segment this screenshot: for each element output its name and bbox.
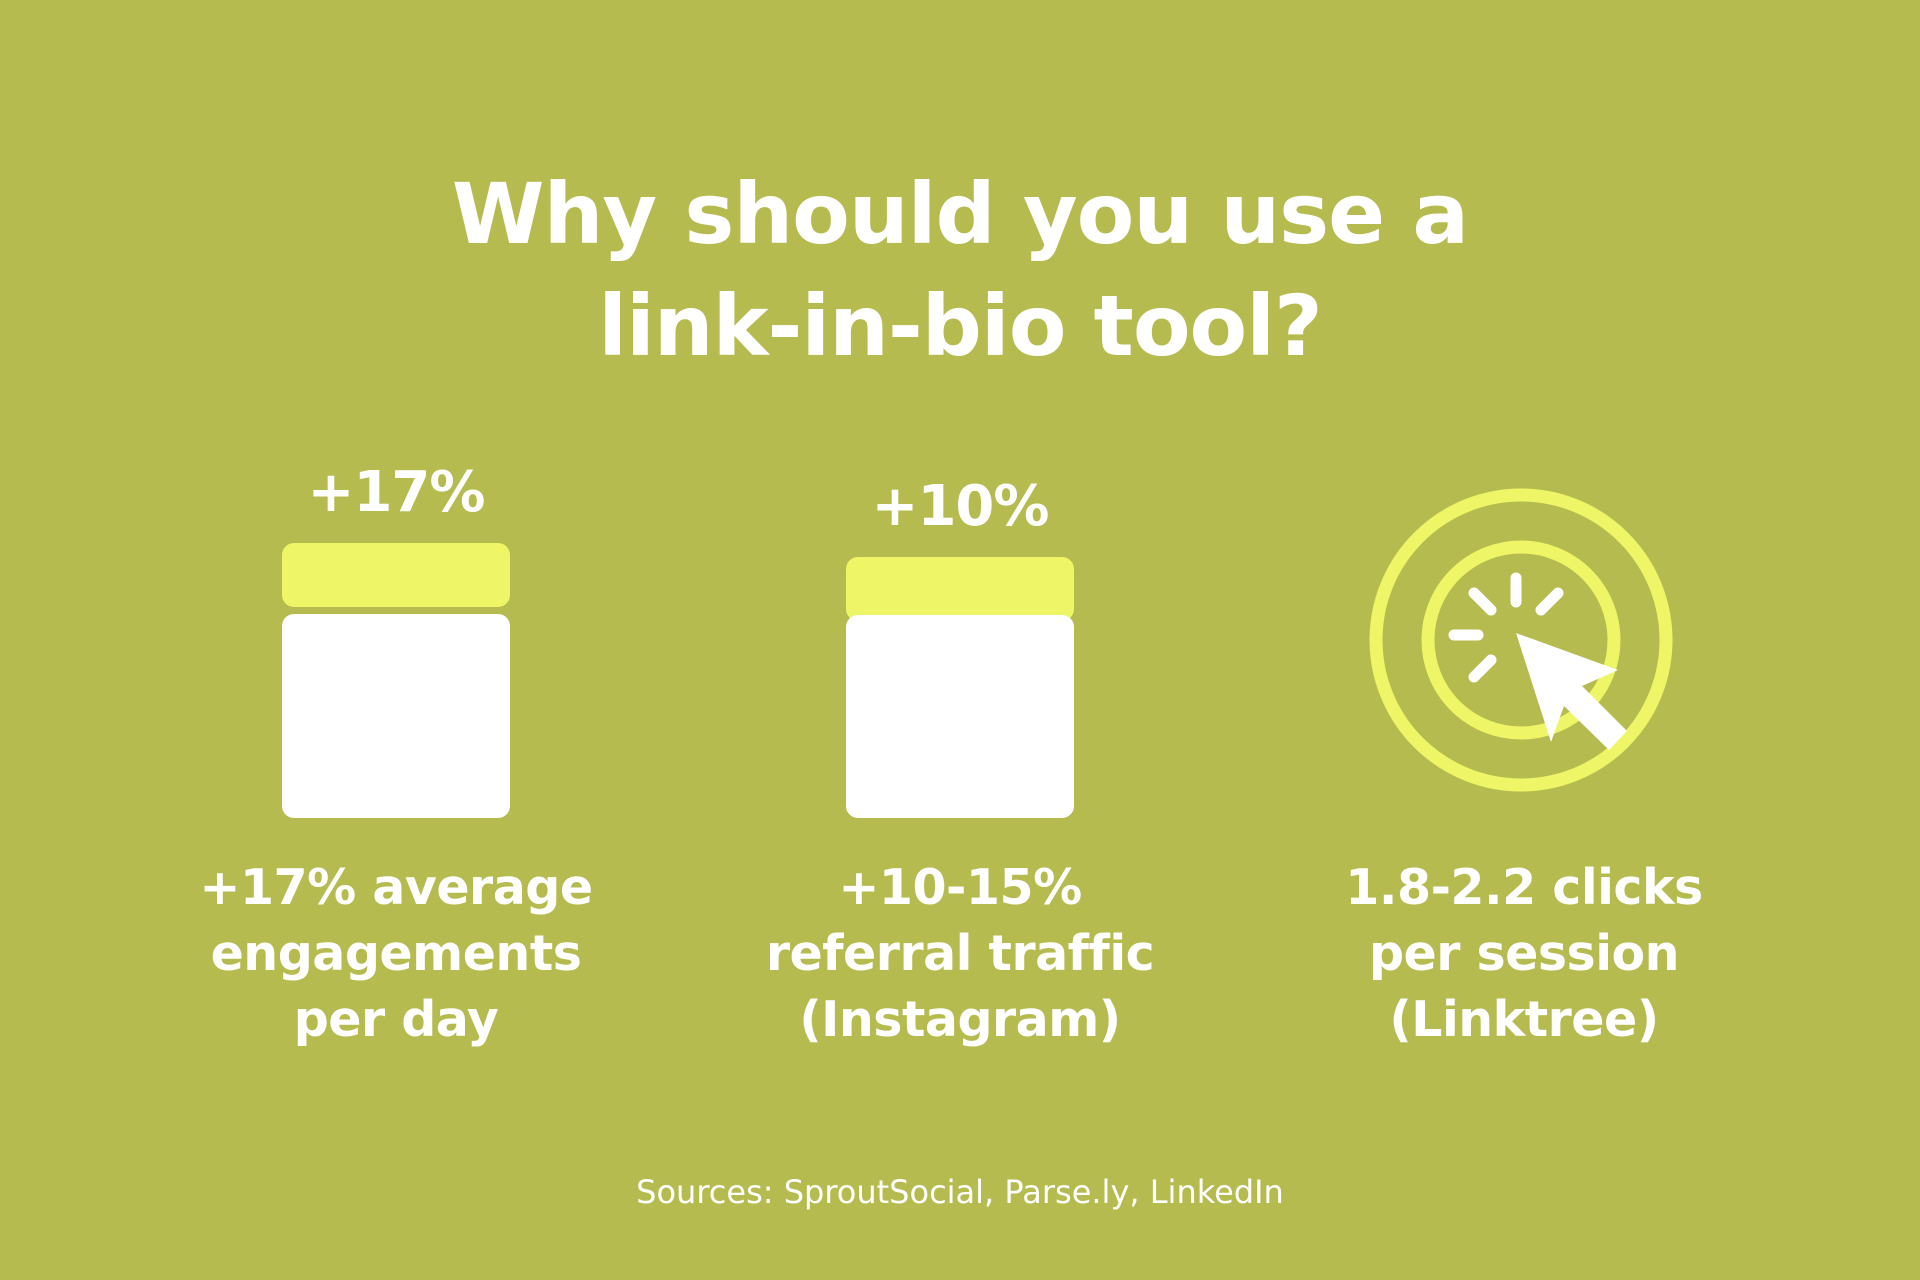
stat-description-line: (Instagram): [799, 991, 1121, 1048]
stat-description-line: 1.8-2.2 clicks: [1345, 859, 1703, 916]
stat-description: +10-15% referral traffic (Instagram): [680, 855, 1240, 1053]
stat-description-line: per day: [293, 991, 499, 1048]
jar-body: [846, 615, 1074, 818]
jar-lid: [846, 557, 1074, 621]
click-cursor-icon: [1369, 488, 1673, 792]
jar-lid: [282, 543, 510, 607]
stat-description-line: +10-15%: [838, 859, 1082, 916]
stat-description-line: referral traffic: [765, 925, 1155, 982]
stat-description-line: per session: [1368, 925, 1680, 982]
title-line-1: Why should you use a: [451, 165, 1469, 263]
inner-ring: [1421, 540, 1621, 740]
stat-value-label: +17%: [307, 460, 486, 525]
stat-description: 1.8-2.2 clicks per session (Linktree): [1244, 855, 1804, 1053]
click-rays-icon: [1448, 572, 1564, 683]
jar-body: [282, 614, 510, 818]
cursor-arrow-icon: [1516, 633, 1627, 750]
page-title: Why should you use a link-in-bio tool?: [0, 158, 1920, 382]
stat-description: +17% average engagements per day: [116, 855, 676, 1053]
stat-description-line: engagements: [210, 925, 582, 982]
title-line-2: link-in-bio tool?: [598, 277, 1323, 375]
sources-footnote: Sources: SproutSocial, Parse.ly, LinkedI…: [636, 1173, 1284, 1211]
stat-description-line: (Linktree): [1389, 991, 1659, 1048]
stat-description-line: +17% average: [199, 859, 593, 916]
outer-ring: [1369, 488, 1673, 792]
stat-value-label: +10%: [871, 474, 1050, 539]
